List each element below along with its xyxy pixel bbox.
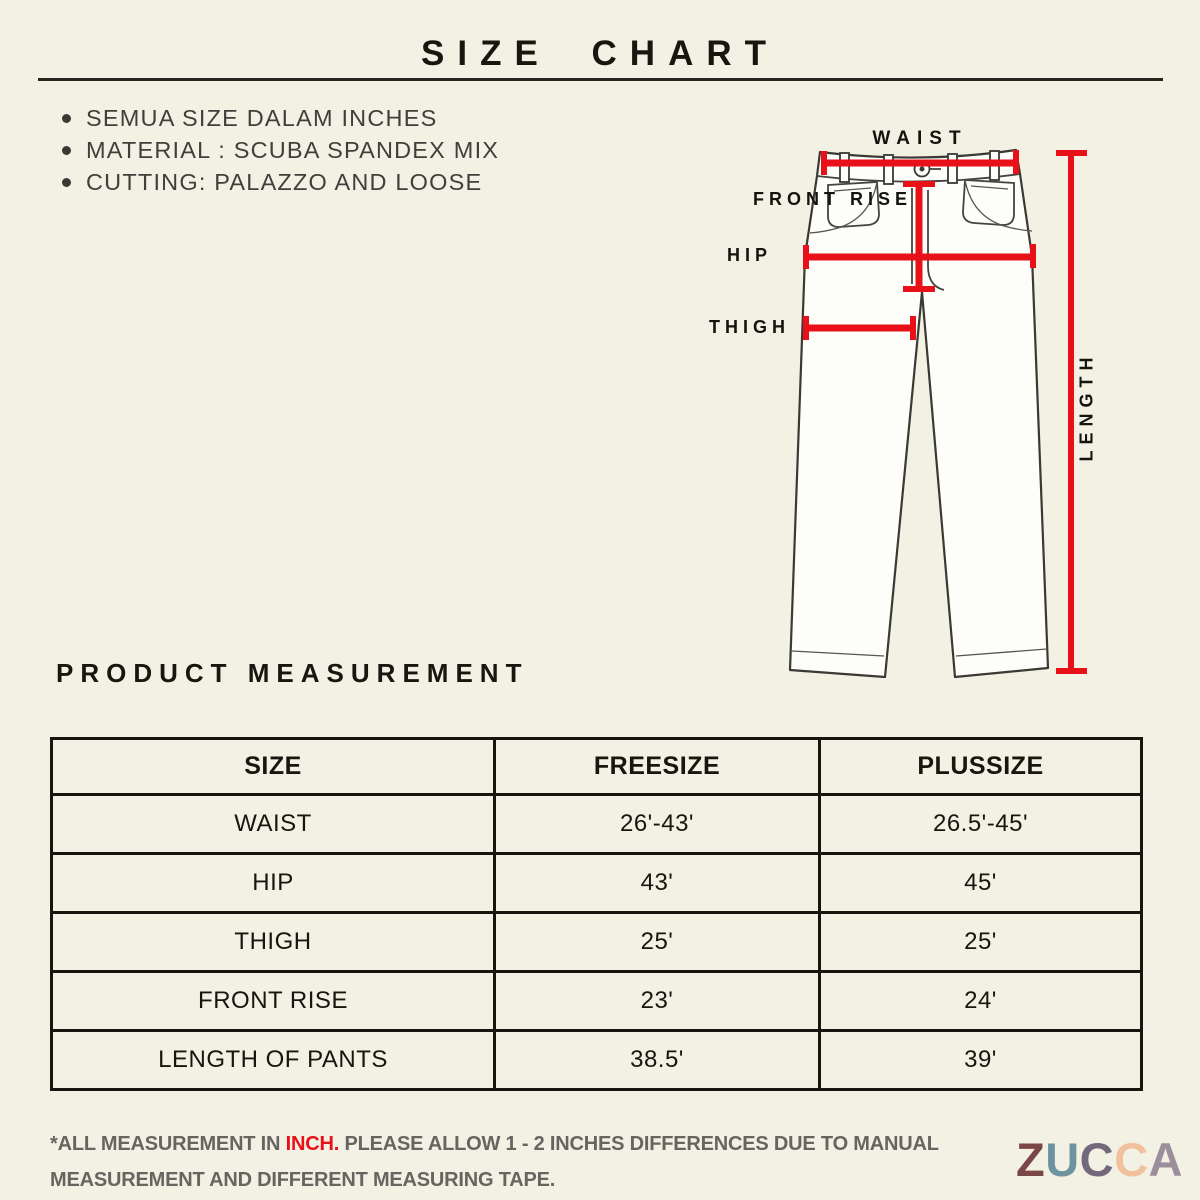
table-row: LENGTH OF PANTS 38.5' 39' bbox=[50, 1029, 1143, 1091]
measurement-disclaimer: *ALL MEASUREMENT IN INCH. PLEASE ALLOW 1… bbox=[50, 1126, 1010, 1198]
disclaimer-text: *ALL MEASUREMENT IN bbox=[50, 1133, 286, 1155]
belt-loop bbox=[947, 153, 958, 184]
disclaimer-text: PLEASE ALLOW 1 - 2 INCHES DIFFERENCES DU… bbox=[50, 1133, 939, 1191]
brand-letter: A bbox=[1148, 1133, 1183, 1186]
measurement-lines bbox=[803, 150, 1087, 674]
cell-value: 24' bbox=[818, 970, 1143, 1032]
table-row: WAIST 26'-43' 26.5'-45' bbox=[50, 793, 1143, 855]
hip-label: HIP bbox=[726, 245, 772, 265]
length-label: LENGTH bbox=[1076, 351, 1097, 462]
section-title: PRODUCT MEASUREMENT bbox=[56, 658, 529, 688]
table-header-plussize: PLUSSIZE bbox=[818, 737, 1143, 796]
belt-loop bbox=[839, 152, 850, 183]
table-row: HIP 43' 45' bbox=[50, 852, 1143, 914]
table-row: THIGH 25' 25' bbox=[50, 911, 1143, 973]
table-header-row: SIZE FREESIZE PLUSSIZE bbox=[50, 737, 1143, 796]
fly-stitch bbox=[911, 188, 945, 291]
hip-measure-line bbox=[803, 244, 1036, 269]
brand-letter: Z bbox=[1015, 1133, 1046, 1186]
measurement-table: SIZE FREESIZE PLUSSIZE WAIST 26'-43' 26.… bbox=[50, 737, 1143, 1091]
front-rise-measure-line bbox=[903, 181, 935, 292]
brand-letter: U bbox=[1045, 1133, 1080, 1186]
thigh-label: THIGH bbox=[709, 317, 790, 337]
note-item: SEMUA SIZE DALAM INCHES bbox=[62, 102, 499, 134]
waist-measure-line bbox=[821, 150, 1019, 175]
right-pocket bbox=[962, 179, 1033, 232]
table-row: FRONT RISE 23' 24' bbox=[50, 970, 1143, 1032]
cell-value: 26.5'-45' bbox=[818, 793, 1143, 855]
cell-value: 43' bbox=[493, 852, 821, 914]
table-header-size: SIZE bbox=[50, 737, 496, 796]
pants-diagram bbox=[788, 148, 1087, 679]
thigh-measure-line bbox=[803, 316, 916, 340]
cell-value: 25' bbox=[818, 911, 1143, 973]
cell-value: 26'-43' bbox=[493, 793, 821, 855]
length-measure-line bbox=[1056, 150, 1087, 674]
hem-stitch bbox=[791, 648, 1048, 657]
cell-value: 45' bbox=[818, 852, 1143, 914]
row-label: LENGTH OF PANTS bbox=[50, 1029, 496, 1091]
cell-value: 23' bbox=[493, 970, 821, 1032]
row-label: FRONT RISE bbox=[50, 970, 496, 1032]
row-label: WAIST bbox=[50, 793, 496, 855]
page-title: SIZE CHART bbox=[421, 34, 779, 73]
title-divider bbox=[38, 78, 1163, 81]
table-header-freesize: FREESIZE bbox=[493, 737, 821, 796]
note-item: CUTTING: PALAZZO AND LOOSE bbox=[62, 166, 499, 198]
waist-label: WAIST bbox=[872, 128, 968, 149]
disclaimer-highlight: INCH. bbox=[285, 1133, 340, 1155]
front-rise-label: FRONT RISE bbox=[752, 189, 912, 209]
cell-value: 39' bbox=[818, 1029, 1143, 1091]
row-label: THIGH bbox=[50, 911, 496, 973]
brand-letter: C bbox=[1114, 1133, 1149, 1186]
product-notes-list: SEMUA SIZE DALAM INCHES MATERIAL : SCUBA… bbox=[62, 102, 499, 198]
belt-loop bbox=[883, 154, 894, 185]
brand-logo: ZUCCA bbox=[1016, 1132, 1183, 1187]
row-label: HIP bbox=[50, 852, 496, 914]
brand-letter: C bbox=[1079, 1133, 1115, 1186]
cell-value: 25' bbox=[493, 911, 821, 973]
note-item: MATERIAL : SCUBA SPANDEX MIX bbox=[62, 134, 499, 166]
left-pocket bbox=[809, 181, 880, 234]
cell-value: 38.5' bbox=[493, 1029, 821, 1091]
